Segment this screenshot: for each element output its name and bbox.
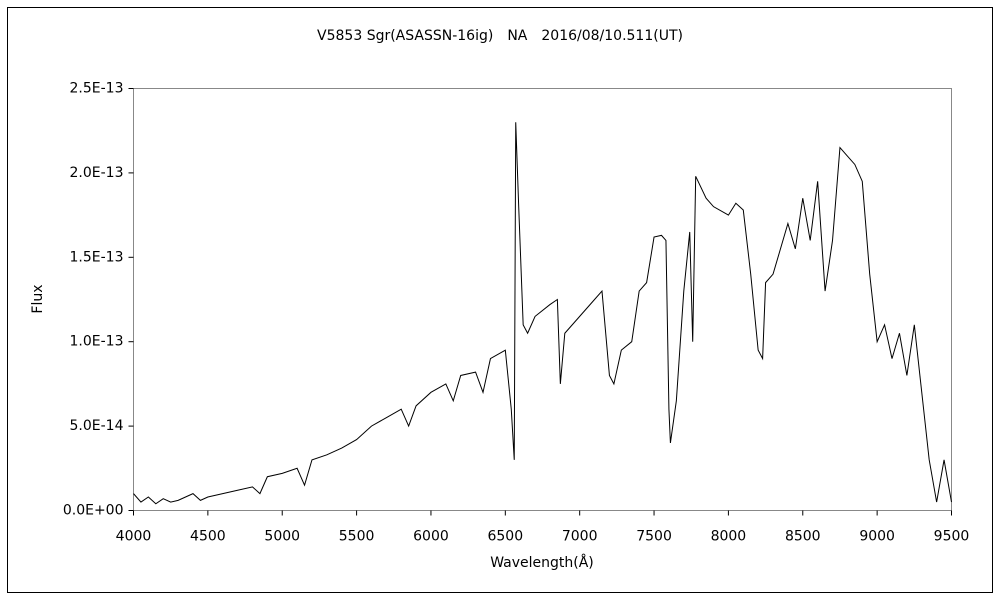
y-tick-label: 0.0E+00 (63, 503, 124, 519)
y-tick-label: 5.0E-14 (70, 418, 124, 434)
plot-area (133, 88, 952, 511)
x-tick-label: 9500 (934, 529, 970, 545)
x-tick-label: 7500 (636, 529, 672, 545)
x-axis-label: Wavelength(Å) (490, 554, 594, 571)
x-tick-label: 5500 (339, 529, 375, 545)
x-tick-label: 9000 (859, 529, 895, 545)
chart-border (7, 7, 993, 593)
chart-title: V5853 Sgr(ASASSN-16ig) NA 2016/08/10.511… (317, 28, 683, 44)
y-tick-label: 1.0E-13 (70, 334, 124, 350)
x-tick-label: 6500 (487, 529, 523, 545)
y-axis-label: Flux (30, 284, 46, 313)
x-tick-label: 4500 (190, 529, 226, 545)
spectrum-line (133, 122, 952, 505)
x-tick-label: 5000 (264, 529, 300, 545)
x-tick-label: 6000 (413, 529, 449, 545)
x-tick-label: 8000 (711, 529, 747, 545)
x-tick-label: 8500 (785, 529, 821, 545)
x-tick-label: 7000 (562, 529, 598, 545)
x-tick-label: 4000 (116, 529, 152, 545)
y-tick-label: 1.5E-13 (70, 249, 124, 265)
y-tick-label: 2.0E-13 (70, 165, 124, 181)
y-tick-label: 2.5E-13 (70, 81, 124, 97)
